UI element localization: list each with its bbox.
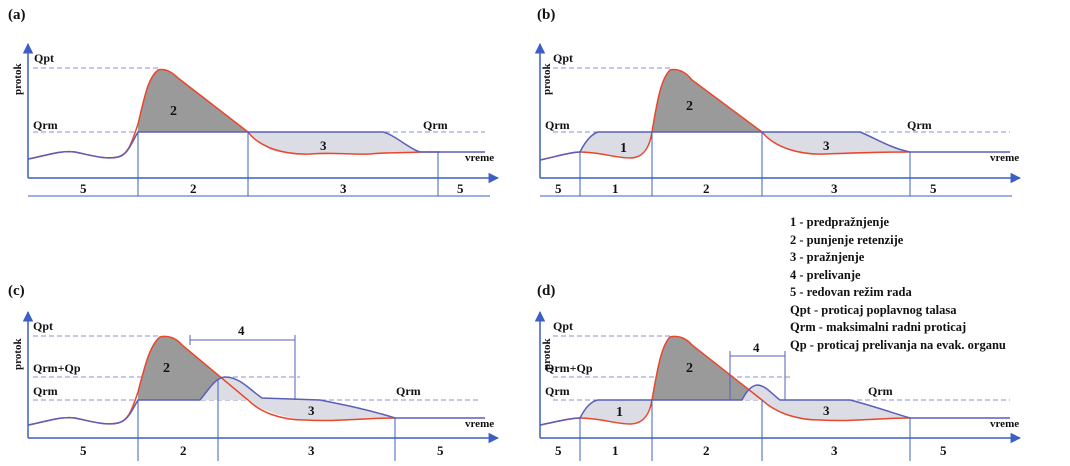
panel-b-segment: 3 (831, 181, 838, 196)
panel-d-label: (d) (537, 283, 555, 299)
panel-d-area-3 (742, 385, 910, 421)
panel-c-y-label: protok (12, 338, 24, 370)
panel-a-qrm-right-label: Qrm (423, 118, 448, 132)
panel-d-x-label: vreme (990, 418, 1019, 430)
panel-a-label: (a) (8, 7, 26, 23)
panel-c-segment: 5 (437, 443, 444, 458)
panel-b-area-3 (762, 132, 910, 155)
panel-b-area-1-label: 1 (620, 141, 627, 156)
panel-c: (c) protok Qpt Qrm+Qp Qrm Qrm vreme 4 2 … (8, 283, 500, 461)
panel-a-y-label: protok (12, 63, 24, 95)
panel-a-area-3-label: 3 (320, 138, 327, 153)
panel-c-area-4-label: 4 (238, 323, 245, 338)
panel-b-y-label: protok (541, 63, 553, 95)
panel-d-area-1 (580, 400, 652, 424)
panel-b-x-label: vreme (990, 152, 1019, 164)
panel-a-area-3 (248, 132, 420, 155)
panel-b-outflow-curve (539, 131, 1010, 161)
panel-a-area-2 (138, 69, 248, 132)
legend-item: 3 - pražnjenje (790, 250, 865, 264)
panel-c-x-label: vreme (465, 418, 494, 430)
panel-c-qpt-label: Qpt (33, 319, 53, 333)
panel-a-qrm-label: Qrm (33, 118, 58, 132)
panel-d-area-2-label: 2 (686, 361, 693, 376)
panel-b-inflow-curve (539, 68, 911, 161)
panel-a: (a) protok Qpt Qrm Qrm vreme 2 3 5 2 3 5 (8, 7, 500, 197)
panel-b: (b) protok Qpt Qrm Qrm vreme 1 2 3 5 1 2… (534, 7, 1022, 197)
panel-a-area-2-label: 2 (170, 104, 177, 119)
panel-b-segment: 1 (612, 181, 619, 196)
panel-c-segment: 3 (308, 443, 315, 458)
panel-d-qrm-qp-label: Qrm+Qp (545, 361, 593, 375)
panel-c-label: (c) (8, 283, 25, 299)
panel-b-area-3-label: 3 (823, 138, 830, 153)
panel-d-area-2 (652, 336, 762, 400)
panel-c-outflow-curve (27, 376, 485, 426)
panel-b-segment: 5 (930, 181, 937, 196)
panel-a-x-label: vreme (465, 152, 494, 164)
panel-c-qrm-label: Qrm (33, 384, 58, 398)
panel-a-segment: 5 (80, 181, 87, 196)
panel-c-area-3-label: 3 (308, 403, 315, 418)
panel-d-area-3-label: 3 (823, 403, 830, 418)
panel-b-segment: 5 (555, 181, 562, 196)
panel-b-area-2 (652, 69, 762, 132)
panel-b-area-1 (580, 132, 652, 158)
panel-c-segment: 5 (80, 443, 87, 458)
panel-c-area-2-label: 2 (163, 361, 170, 376)
legend-item: Qpt - proticaj poplavnog talasa (790, 302, 957, 317)
panel-a-segment: 3 (340, 181, 347, 196)
panel-d-outflow-curve (539, 384, 1010, 426)
panel-a-segment: 2 (190, 181, 197, 196)
legend-item: 4 - prelivanje (790, 267, 861, 282)
panel-d-qrm-right-label: Qrm (868, 384, 893, 398)
legend-item: 2 - punjenje retenzije (790, 232, 904, 247)
panel-d-segment: 5 (555, 443, 562, 458)
panel-d-area-4-label: 4 (753, 340, 760, 355)
panel-d-y-label: protok (541, 338, 553, 370)
panel-d-area-1-label: 1 (616, 405, 623, 420)
panel-d-segment: 2 (703, 443, 710, 458)
panel-d-qrm-label: Qrm (545, 384, 570, 398)
panel-d-segment: 5 (940, 443, 947, 458)
panel-a-segment: 5 (457, 181, 464, 196)
panel-b-qpt-label: Qpt (553, 51, 573, 65)
panel-b-qrm-label: Qrm (545, 118, 570, 132)
panel-d: (d) protok Qpt Qrm+Qp Qrm Qrm vreme 4 1 … (534, 283, 1022, 461)
panel-d-segment: 3 (831, 443, 838, 458)
panel-b-segment: 2 (703, 181, 710, 196)
panel-b-area-2-label: 2 (686, 99, 693, 114)
panel-d-segment: 1 (612, 443, 619, 458)
legend-item: Qrm - maksimalni radni proticaj (790, 320, 967, 334)
legend-item: 1 - predpražnjenje (790, 215, 890, 229)
panel-d-inflow-curve (539, 335, 911, 426)
panel-c-segment: 2 (180, 443, 187, 458)
panel-d-qpt-label: Qpt (553, 319, 573, 333)
panel-c-qrm-qp-label: Qrm+Qp (33, 361, 81, 375)
panel-b-label: (b) (537, 7, 555, 23)
panel-b-qrm-right-label: Qrm (907, 118, 932, 132)
panel-a-outflow-curve (27, 131, 485, 160)
legend-item: Qp - proticaj prelivanja na evak. organu (790, 337, 1006, 352)
panel-a-qpt-label: Qpt (34, 51, 54, 65)
legend: 1 - predpražnjenje 2 - punjenje retenzij… (790, 214, 1006, 354)
panel-c-qrm-right-label: Qrm (396, 384, 421, 398)
legend-item: 5 - redovan režim rada (790, 285, 912, 299)
